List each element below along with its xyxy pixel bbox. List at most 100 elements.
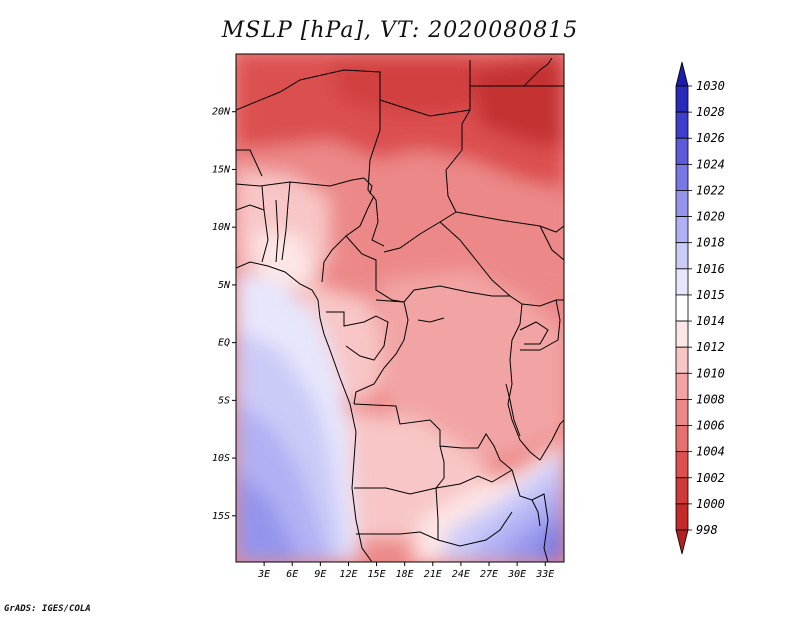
colorbar-arrow-bottom xyxy=(675,529,689,555)
grads-credit: GrADS: IGES/COLA xyxy=(4,604,91,614)
lon-tick-label: 15E xyxy=(368,569,386,580)
border-red-sea xyxy=(523,57,553,87)
colorbar-label: 1006 xyxy=(696,419,725,433)
border-tanzania xyxy=(539,419,564,461)
map-frame xyxy=(235,53,565,563)
border-drc-east xyxy=(507,303,541,461)
region-atlantic-1022 xyxy=(236,470,300,562)
colorbar-label: 1028 xyxy=(696,105,725,119)
colorbar-label: 998 xyxy=(696,523,718,537)
colorbar-arrow-top xyxy=(675,61,689,87)
region-sudan-ne-low xyxy=(470,54,564,150)
colorbar-label: 1024 xyxy=(696,157,725,171)
colorbar-band xyxy=(675,399,689,426)
colorbar-label: 1022 xyxy=(696,183,725,197)
lon-tick-label: 27E xyxy=(480,569,498,580)
colorbar-label: 1026 xyxy=(696,131,725,145)
border-mali-east xyxy=(236,149,263,177)
country-borders xyxy=(236,57,564,562)
border-congo-drc xyxy=(353,301,409,405)
border-car-south xyxy=(375,285,523,305)
pressure-field xyxy=(236,54,564,562)
colorbar-label: 1016 xyxy=(696,262,725,276)
colorbar-band xyxy=(675,242,689,270)
lon-tick-label: 30E xyxy=(507,569,526,580)
colorbar-label: 1004 xyxy=(696,445,725,459)
colorbar-label: 1000 xyxy=(696,497,725,511)
border-namibia-south xyxy=(356,531,439,541)
lat-tick-label: 5S xyxy=(218,395,230,406)
colorbar-label: 1010 xyxy=(696,366,725,380)
colorbar-band xyxy=(675,451,689,479)
border-ghana xyxy=(261,185,269,263)
border-nigeria-benin xyxy=(281,181,291,261)
lon-tick-label: 21E xyxy=(424,569,442,580)
colorbar-label: 1020 xyxy=(696,210,725,224)
border-libya-niger xyxy=(236,69,381,111)
border-mozambique xyxy=(511,469,549,562)
border-coastline xyxy=(236,261,373,562)
colorbar: 998 1000 1002 1004 1006 1008 1010 1012 1014 1015 1… xyxy=(675,61,725,555)
border-burkina xyxy=(236,204,265,211)
colorbar-band xyxy=(675,346,689,374)
border-lake-victoria xyxy=(519,321,549,345)
lon-tick-label: 6E xyxy=(286,569,298,580)
lon-tick-label: 12E xyxy=(339,569,357,580)
lat-tick-label: 15S xyxy=(212,511,230,522)
colorbar-band xyxy=(675,268,689,296)
region-gabon xyxy=(300,280,390,400)
colorbar-label: 1002 xyxy=(696,471,725,485)
lat-tick-label: EQ xyxy=(218,338,230,349)
border-car-sudan xyxy=(439,221,511,297)
border-gabon xyxy=(326,311,389,361)
region-sahel-band xyxy=(236,140,564,260)
colorbar-label: 1008 xyxy=(696,392,725,406)
colorbar-label: 1015 xyxy=(696,288,725,302)
border-ethiopia xyxy=(539,225,564,261)
border-botswana xyxy=(435,487,513,547)
border-uganda xyxy=(520,299,561,351)
lat-tick-label: 20N xyxy=(212,107,231,118)
border-sudan-chad xyxy=(383,109,471,253)
border-lake-malawi xyxy=(531,499,541,527)
map-axes: 20N 15N 10N 5N EQ 5S 10S 15S 3E 6E 9E 12E 15E 18E 21E 2… xyxy=(212,107,554,580)
colorbar-band xyxy=(675,320,689,348)
region-guinea-pale xyxy=(255,230,320,290)
lon-tick-label: 24E xyxy=(452,569,470,580)
colorbar-band xyxy=(675,137,689,165)
colorbar-band xyxy=(675,163,689,191)
colorbar-label: 1018 xyxy=(696,236,725,250)
border-angola-drc xyxy=(353,403,513,471)
border-togo xyxy=(275,199,279,263)
colorbar-band xyxy=(675,372,689,400)
lon-tick-label: 18E xyxy=(396,569,414,580)
colorbar-band xyxy=(675,216,689,244)
region-se-1024 xyxy=(540,520,564,562)
colorbar-band xyxy=(675,190,689,217)
lon-tick-label: 3E xyxy=(257,569,270,580)
colorbar-label: 1030 xyxy=(696,79,725,93)
lon-tick-label: 33E xyxy=(535,569,554,580)
border-cameroon-car xyxy=(345,235,405,303)
colorbar-band xyxy=(675,111,689,139)
border-lake-chad xyxy=(363,177,373,195)
region-congo-basin xyxy=(380,270,564,470)
colorbar-label: 1012 xyxy=(696,340,725,354)
lat-tick-label: 15N xyxy=(212,164,231,175)
lat-tick-label: 10N xyxy=(212,222,231,233)
border-chad-east xyxy=(367,100,385,247)
colorbar-band xyxy=(675,477,689,505)
lat-tick-label: 10S xyxy=(212,453,230,464)
lat-tick-label: 5N xyxy=(218,280,231,291)
map-title: MSLP [hPa], VT: 2020080815 xyxy=(221,18,579,43)
colorbar-band xyxy=(675,425,689,453)
border-lake-volta xyxy=(417,317,445,323)
colorbar-band xyxy=(675,85,689,113)
colorbar-band xyxy=(675,503,689,531)
colorbar-label: 1014 xyxy=(696,314,725,328)
colorbar-band xyxy=(675,294,689,322)
border-chad-libya xyxy=(379,99,471,117)
border-niger-nigeria xyxy=(236,177,365,187)
border-zambia-south xyxy=(435,469,513,489)
